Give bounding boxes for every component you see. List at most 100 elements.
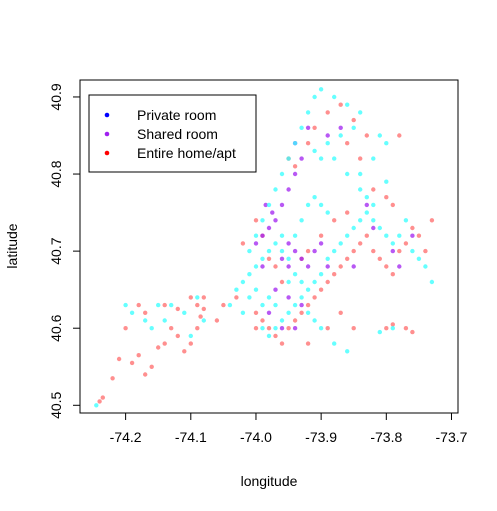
data-point [201, 295, 206, 300]
data-point [97, 399, 102, 404]
data-point [286, 310, 291, 315]
data-point [338, 310, 343, 315]
data-point [292, 326, 298, 331]
y-axis-label: latitude [4, 223, 20, 268]
data-point [305, 302, 311, 308]
data-point [266, 256, 272, 261]
data-point [136, 302, 141, 308]
data-point [325, 256, 330, 261]
data-point [312, 125, 317, 130]
data-point [358, 110, 363, 115]
data-point [273, 241, 278, 246]
data-point [260, 326, 265, 331]
data-point [429, 218, 435, 223]
y-tick-label: 40.8 [48, 160, 64, 187]
legend-box [88, 94, 257, 173]
data-point [195, 326, 200, 331]
data-point [266, 326, 272, 331]
data-point [299, 256, 304, 261]
data-point [403, 218, 409, 223]
data-point [169, 302, 174, 308]
data-point [286, 187, 291, 192]
data-point [260, 218, 265, 223]
data-point [123, 302, 128, 308]
data-point [318, 202, 324, 208]
y-tick-label: 40.9 [48, 83, 64, 110]
data-point [312, 148, 317, 154]
data-point [266, 248, 272, 254]
data-point [351, 326, 356, 331]
data-point [279, 233, 285, 238]
data-point [318, 87, 324, 92]
data-point [266, 333, 272, 339]
data-point [266, 310, 272, 315]
y-axis: 40.5 40.6 40.7 40.8 40.9 [48, 83, 80, 419]
data-point [260, 256, 265, 261]
data-point [201, 306, 206, 312]
data-point [149, 326, 154, 331]
data-point [345, 210, 350, 215]
data-point [286, 256, 291, 261]
data-point [182, 310, 187, 315]
data-point [162, 318, 167, 323]
data-point [338, 133, 343, 138]
data-point [305, 310, 311, 315]
data-point [390, 272, 395, 277]
data-point [332, 341, 337, 346]
data-point [240, 241, 246, 246]
data-point [318, 241, 324, 246]
legend: Private room Shared room Entire home/apt [88, 94, 257, 173]
data-point [358, 156, 363, 161]
data-point [358, 171, 363, 177]
data-point [345, 349, 350, 354]
data-point [292, 141, 298, 146]
legend-marker [104, 112, 110, 118]
data-point [325, 326, 330, 331]
data-point [188, 333, 193, 339]
data-point [305, 248, 311, 254]
legend-marker [104, 131, 110, 137]
data-point [175, 333, 180, 339]
data-point [416, 233, 422, 238]
data-point [305, 202, 311, 208]
data-point [351, 264, 356, 269]
data-point [279, 318, 285, 323]
legend-label: Private room [137, 107, 216, 123]
data-point [299, 310, 304, 315]
data-point [175, 306, 180, 312]
data-point [169, 326, 174, 331]
data-point [286, 295, 291, 300]
data-point [312, 94, 317, 100]
data-point [332, 218, 337, 223]
data-point [325, 110, 330, 115]
data-point [299, 156, 304, 161]
data-point [273, 218, 278, 223]
data-point [305, 341, 311, 346]
data-point [299, 279, 304, 285]
data-point [279, 171, 285, 177]
data-point [162, 341, 167, 346]
legend-marker [104, 150, 110, 156]
x-tick-label: -73.9 [305, 429, 337, 445]
data-point [403, 241, 409, 246]
data-point [279, 248, 285, 254]
data-point [377, 225, 382, 231]
data-point [253, 218, 259, 223]
data-point [351, 117, 356, 123]
data-point [338, 241, 343, 246]
data-point [270, 210, 275, 215]
data-point [351, 248, 356, 254]
data-point [410, 248, 415, 254]
data-point [371, 218, 376, 223]
x-tick-label: -74.1 [175, 429, 207, 445]
data-point [397, 233, 402, 238]
data-point [266, 202, 272, 208]
data-point [364, 233, 369, 238]
data-point [371, 187, 376, 192]
y-tick-label: 40.6 [48, 314, 64, 341]
data-point [292, 164, 298, 169]
data-point [345, 141, 350, 146]
data-point [312, 279, 317, 285]
data-point [371, 248, 376, 254]
